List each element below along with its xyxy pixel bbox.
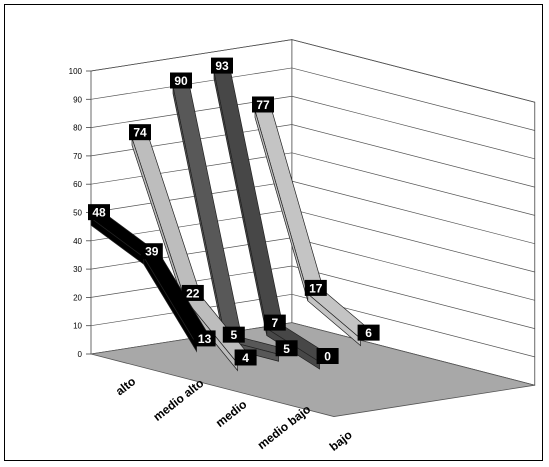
chart-frame: 0 10 20 30 40 50 60 70 80 90 100 48 39 13 74 22 4 90 5 5 93… [4, 4, 543, 461]
data-label-text: 74 [133, 126, 147, 140]
category-label: medio bajo [255, 402, 314, 452]
data-label-box [357, 324, 380, 341]
ribbon-side [307, 293, 361, 347]
data-label-box [252, 96, 274, 113]
data-label: 6 [357, 324, 380, 341]
gridline [90, 67, 535, 131]
y-tick-label: 100 [69, 67, 83, 76]
y-axis-ticks: 0 10 20 30 40 50 60 70 80 90 100 [69, 67, 91, 359]
y-tick-label: 0 [78, 350, 83, 359]
data-label: 93 [211, 57, 233, 74]
data-label: 0 [316, 348, 339, 364]
data-label: 39 [140, 243, 163, 260]
data-label-text: 4 [242, 351, 249, 365]
y-tick-label: 90 [73, 95, 82, 104]
gridline [90, 95, 535, 160]
data-label-box [88, 204, 110, 221]
data-label: 13 [193, 330, 216, 347]
gridline [90, 39, 535, 103]
series-ribbons [90, 68, 378, 372]
y-tick-label: 10 [73, 322, 82, 331]
data-label-text: 6 [365, 326, 372, 340]
data-label-text: 0 [324, 350, 331, 364]
data-label-text: 5 [230, 328, 237, 342]
category-label: medio alto [150, 376, 206, 424]
gridline [90, 293, 535, 358]
y-tick-label: 60 [73, 180, 82, 189]
y-tick-label: 20 [73, 293, 82, 302]
data-label: 17 [304, 279, 327, 296]
y-tick-label: 50 [73, 209, 82, 218]
data-label: 74 [129, 124, 151, 141]
data-label-box [181, 284, 204, 301]
data-label-text: 93 [215, 59, 229, 73]
category-label: medio [213, 397, 249, 430]
data-label-box [129, 124, 151, 141]
data-label: 48 [88, 204, 110, 221]
data-label-text: 39 [145, 245, 159, 259]
gridline [90, 124, 535, 188]
data-label: 22 [181, 284, 204, 301]
data-label-box [304, 279, 327, 296]
data-label-text: 90 [174, 74, 188, 88]
data-label-text: 48 [92, 206, 106, 220]
data-label-text: 77 [256, 98, 270, 112]
data-label: 4 [234, 349, 257, 366]
y-tick-label: 40 [73, 237, 82, 246]
data-label-text: 7 [271, 316, 278, 330]
y-tick-label: 80 [73, 124, 82, 133]
data-label: 7 [263, 314, 286, 331]
data-label-box [263, 314, 286, 331]
data-label-box [222, 326, 245, 343]
data-label-text: 17 [309, 281, 323, 295]
data-label-box [234, 349, 257, 366]
y-tick-label: 70 [73, 152, 82, 161]
category-label: alto [113, 374, 138, 398]
data-label: 5 [275, 340, 298, 357]
category-label: bajo [327, 428, 355, 454]
data-labels: 48 39 13 74 22 4 90 5 5 93 7 0 77 17 6 [88, 57, 380, 366]
data-label-text: 5 [283, 342, 290, 356]
data-label-box [275, 340, 298, 357]
data-label-box [170, 72, 192, 89]
data-label-box [193, 330, 216, 347]
data-label: 5 [222, 326, 245, 343]
data-label-box [316, 348, 339, 364]
data-label-box [140, 243, 163, 260]
y-tick-label: 30 [73, 265, 82, 274]
data-label: 90 [170, 72, 192, 89]
ribbon-side [143, 255, 197, 353]
data-label-text: 13 [198, 332, 212, 346]
data-label-text: 22 [186, 286, 200, 300]
data-label-box [211, 57, 233, 74]
data-label: 77 [252, 96, 274, 113]
